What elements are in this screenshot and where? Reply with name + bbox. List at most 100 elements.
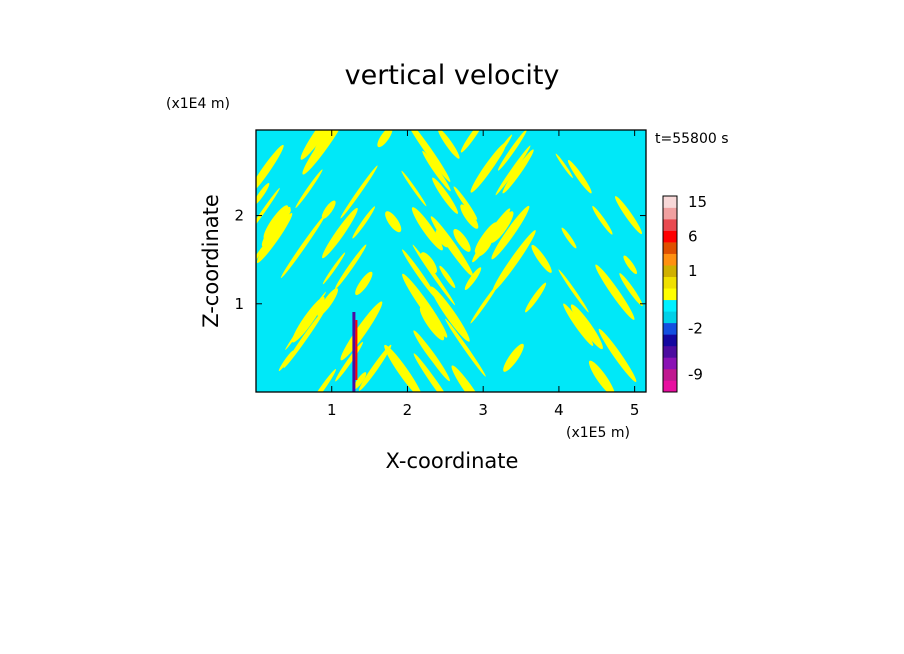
positive-band: [263, 205, 289, 240]
positive-band: [464, 267, 482, 290]
positive-band: [588, 360, 615, 392]
positive-band: [418, 337, 445, 376]
x-axis-ticks: 1 2 3 4 5: [327, 130, 639, 419]
colorbar-segment: [663, 253, 677, 266]
positive-band: [308, 368, 337, 392]
positive-band: [525, 282, 547, 313]
y-tick-label: 1: [234, 295, 244, 313]
colorbar-segment: [663, 219, 677, 231]
colorbar-segment: [663, 334, 677, 347]
x-tick-label: 5: [630, 401, 640, 419]
colorbar-segment: [663, 276, 677, 289]
colorbar-segment: [663, 265, 677, 278]
positive-band: [531, 244, 552, 273]
colorbar-tick-label: 15: [688, 193, 707, 211]
positive-band: [411, 207, 443, 251]
positive-band: [563, 303, 594, 346]
positive-band: [470, 142, 507, 193]
x-unit-label: (x1E5 m): [566, 425, 630, 441]
positive-band: [335, 244, 367, 289]
x-axis-label: X-coordinate: [386, 449, 519, 473]
x-tick-label: 1: [327, 401, 337, 419]
positive-band: [401, 170, 427, 207]
colorbar-segment: [663, 207, 677, 220]
positive-band: [352, 206, 376, 239]
x-tick-label: 4: [554, 401, 564, 419]
colorbar-tick-label: 1: [688, 262, 698, 280]
colorbar-tick-label: -9: [688, 366, 703, 384]
y-tick-label: 2: [234, 207, 244, 225]
positive-band: [413, 353, 456, 392]
positive-band: [353, 372, 367, 390]
positive-band: [302, 130, 347, 175]
colorbar-segment: [663, 368, 677, 381]
positive-band: [385, 211, 402, 233]
time-label: t=55800 s: [655, 131, 729, 147]
positive-band: [256, 187, 280, 235]
positive-band: [291, 296, 325, 343]
positive-band: [460, 204, 479, 229]
positive-band: [300, 130, 342, 160]
positive-band: [355, 271, 373, 296]
positive-band: [497, 130, 527, 171]
positive-band: [453, 228, 471, 252]
y-axis-ticks: 12: [234, 207, 646, 313]
positive-band: [598, 328, 637, 383]
positive-band: [470, 282, 499, 324]
positive-band: [432, 177, 459, 214]
positive-band: [358, 344, 392, 391]
positive-band: [377, 130, 393, 148]
colorbar-segment: [663, 230, 677, 243]
velocity-field: [256, 130, 646, 392]
positive-band: [503, 343, 524, 372]
positive-band: [614, 196, 643, 235]
positive-band: [437, 130, 460, 159]
positive-band: [445, 318, 486, 377]
positive-band: [490, 211, 514, 243]
positive-band: [451, 365, 486, 392]
colorbar-tick-label: 6: [688, 227, 698, 245]
positive-band: [502, 149, 534, 194]
positive-band: [623, 255, 637, 275]
positive-band: [402, 273, 448, 338]
downdraft-core: [352, 312, 356, 392]
y-axis-label: Z-coordinate: [199, 194, 223, 328]
colorbar-frame: [662, 195, 678, 393]
positive-band: [278, 350, 294, 372]
colorbar-segment: [663, 357, 677, 370]
positive-band: [340, 165, 378, 219]
x-tick-label: 2: [403, 401, 413, 419]
positive-band: [419, 306, 445, 341]
y-unit-label: (x1E4 m): [166, 96, 230, 112]
positive-band: [412, 244, 456, 306]
positive-band: [430, 286, 470, 342]
positive-band: [295, 169, 323, 208]
positive-band: [384, 344, 423, 392]
colorbar-segment: [663, 322, 677, 335]
positive-band: [256, 182, 270, 206]
positive-band: [555, 153, 573, 179]
positive-band: [314, 130, 330, 151]
positive-band: [567, 159, 592, 194]
colorbar: 15 6 1 -2 -9: [662, 193, 707, 393]
field-background: [256, 130, 646, 392]
colorbar-segment: [663, 299, 677, 312]
positive-band: [430, 216, 474, 277]
positive-band: [340, 301, 383, 361]
colorbar-segment: [663, 345, 677, 358]
positive-band: [420, 252, 437, 274]
colorbar-tick-label: -2: [688, 320, 703, 338]
colorbar-segment: [663, 196, 677, 208]
positive-band: [558, 269, 589, 313]
x-tick-label: 3: [478, 401, 488, 419]
positive-band: [321, 200, 336, 219]
positive-band: [280, 214, 326, 279]
positive-band: [283, 307, 327, 369]
positive-band: [453, 186, 478, 220]
positive-band: [422, 150, 451, 192]
positive-band: [595, 264, 635, 320]
positive-band: [322, 207, 358, 259]
positive-band: [402, 249, 437, 299]
colorbar-segment: [663, 311, 677, 324]
